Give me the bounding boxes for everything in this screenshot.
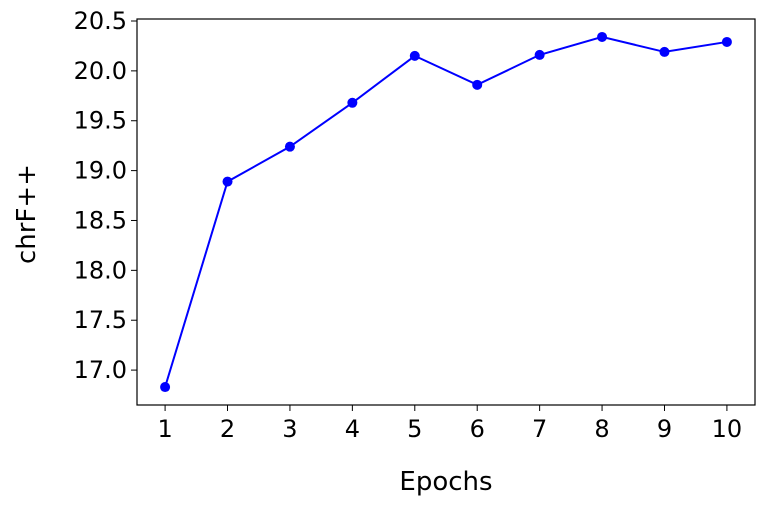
data-point	[347, 97, 358, 108]
x-tick-label: 5	[407, 415, 422, 443]
y-tick-label: 19.5	[74, 107, 127, 135]
data-point	[472, 79, 483, 90]
y-tick-label: 18.0	[74, 256, 127, 284]
x-tick-label: 6	[470, 415, 485, 443]
x-tick-label: 10	[712, 415, 743, 443]
x-tick-label: 8	[594, 415, 609, 443]
x-axis-label: Epochs	[399, 467, 492, 497]
y-tick-label: 19.0	[74, 157, 127, 185]
y-tick-label: 20.0	[74, 57, 127, 85]
y-tick-label: 17.0	[74, 356, 127, 384]
data-point	[534, 49, 545, 60]
x-tick-label: 3	[282, 415, 297, 443]
data-point	[597, 31, 608, 42]
x-axis: 1 2 3 4 5 6 7 8 9 10	[157, 405, 742, 443]
data-point	[284, 141, 295, 152]
data-point	[409, 50, 420, 61]
data-point	[721, 36, 732, 47]
y-axis: 17.0 17.5 18.0 18.5 19.0 19.5 20.0 20.5	[74, 7, 137, 384]
y-axis-label: chrF++	[12, 164, 42, 264]
x-tick-label: 7	[532, 415, 547, 443]
plot-area	[136, 18, 756, 406]
x-tick-label: 1	[157, 415, 172, 443]
x-tick-label: 9	[657, 415, 672, 443]
y-tick-label: 20.5	[74, 7, 127, 35]
series-line	[164, 35, 728, 388]
data-point	[659, 46, 670, 57]
x-tick-label: 2	[220, 415, 235, 443]
y-tick-label: 17.5	[74, 306, 127, 334]
series-markers	[160, 31, 732, 393]
data-point	[222, 176, 233, 187]
x-tick-label: 4	[345, 415, 360, 443]
y-tick-label: 18.5	[74, 206, 127, 234]
data-point	[160, 382, 171, 393]
